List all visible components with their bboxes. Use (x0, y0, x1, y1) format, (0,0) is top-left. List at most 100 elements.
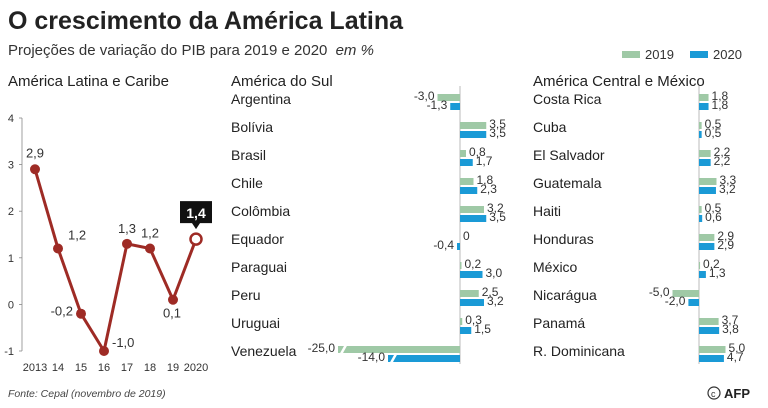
data-point (145, 243, 155, 254)
value-label-paraguai-2020: 3,0 (486, 266, 503, 280)
bar-r-dominicana-2019 (699, 346, 726, 353)
logo-text: AFP (724, 386, 750, 401)
data-label: 1,2 (141, 225, 159, 240)
chart-title: O crescimento da América Latina (8, 7, 404, 35)
category-label-brasil: Brasil (231, 147, 266, 163)
x-tick-label: 18 (144, 362, 156, 374)
category-label-equador: Equador (231, 231, 284, 247)
bar-costa-rica-2019 (699, 94, 709, 101)
y-tick-label: 1 (8, 253, 14, 265)
value-label-cuba-2020: 0,5 (705, 126, 722, 140)
line-panel-title: América Latina e Caribe (8, 73, 169, 90)
subtitle-unit: em % (336, 42, 374, 59)
bar-cuba-2019 (699, 122, 702, 129)
category-label-honduras: Honduras (533, 231, 594, 247)
bar-venezuela-2020 (388, 355, 460, 362)
bar-colombia-2019 (460, 206, 484, 213)
value-label-colombia-2019: 3,2 (487, 201, 504, 215)
bar-honduras-2019 (699, 234, 715, 241)
x-tick-label: 2013 (23, 362, 47, 374)
category-label-colombia: Colômbia (231, 203, 290, 219)
value-label-r-dominicana-2019: 5,0 (729, 341, 746, 355)
value-label-haiti-2019: 0,5 (705, 201, 722, 215)
value-label-honduras-2019: 2,9 (717, 229, 734, 243)
bar-costa-rica-2020 (699, 103, 709, 110)
data-label: -1,0 (112, 335, 134, 350)
bar-el-salvador-2019 (699, 150, 711, 157)
data-label: 1,3 (118, 221, 136, 236)
bar-colombia-2020 (460, 215, 487, 222)
bar-guatemala-2019 (699, 178, 717, 185)
bar-panama-2020 (699, 327, 720, 334)
bar-brasil-2019 (460, 150, 466, 157)
value-label-nicaragua-2020: -2,0 (665, 294, 686, 308)
x-tick-label: 19 (167, 362, 179, 374)
data-point (76, 308, 86, 319)
category-label-bolivia: Bolívia (231, 119, 273, 135)
category-label-haiti: Haiti (533, 203, 561, 219)
x-tick-label: 15 (75, 362, 87, 374)
callout-box (180, 201, 212, 230)
subtitle-text: Projeções de variação do PIB para 2019 e… (8, 42, 327, 59)
value-label-mexico-2019: 0,2 (703, 257, 720, 271)
series-line (33, 168, 198, 353)
bar-mexico-2019 (699, 262, 701, 269)
category-label-chile: Chile (231, 175, 263, 191)
bar-cuba-2020 (699, 131, 702, 138)
bar-argentina-2020 (450, 103, 460, 110)
data-label: 0,1 (163, 306, 181, 321)
category-label-peru: Peru (231, 287, 261, 303)
axis-break-mark (389, 353, 398, 364)
bar-chile-2019 (460, 178, 474, 185)
bar-bolivia-2019 (460, 122, 487, 129)
value-label-uruguai-2020: 1,5 (474, 322, 491, 336)
value-label-el-salvador-2020: 2,2 (714, 154, 731, 168)
category-label-argentina: Argentina (231, 91, 291, 107)
value-label-uruguai-2019: 0,3 (465, 313, 482, 327)
legend-label-2019: 2019 (645, 47, 674, 62)
value-label-colombia-2020: 3,5 (489, 210, 506, 224)
value-label-equador-2019: 0 (463, 229, 470, 243)
south-america-panel: América do Sul Argentina -3,0-1,3 Bolívia 3… (231, 73, 506, 364)
value-label-argentina-2019: -3,0 (414, 89, 435, 103)
bar-equador-2020 (457, 243, 460, 250)
source-note: Fonte: Cepal (novembro de 2019) (8, 388, 166, 400)
value-label-cuba-2019: 0,5 (705, 117, 722, 131)
category-label-mexico: México (533, 259, 578, 275)
bar-uruguai-2020 (460, 327, 472, 334)
bar-uruguai-2019 (460, 318, 463, 325)
bar-nicaragua-2020 (688, 299, 699, 306)
bar-haiti-2020 (699, 215, 703, 222)
value-label-venezuela-2019: -25,0 (308, 341, 336, 355)
value-label-peru-2020: 3,2 (487, 294, 504, 308)
value-label-costa-rica-2019: 1,8 (712, 89, 729, 103)
bar-bolivia-2020 (460, 131, 487, 138)
value-label-mexico-2020: 1,3 (709, 266, 726, 280)
chart-subtitle: Projeções de variação do PIB para 2019 e… (8, 42, 374, 59)
value-label-guatemala-2019: 3,3 (719, 173, 736, 187)
value-label-venezuela-2020: -14,0 (358, 350, 386, 364)
category-label-costa-rica: Costa Rica (533, 91, 602, 107)
value-label-el-salvador-2019: 2,2 (714, 145, 731, 159)
legend-label-2020: 2020 (713, 47, 742, 62)
category-label-paraguai: Paraguai (231, 259, 287, 275)
category-label-r-dominicana: R. Dominicana (533, 343, 625, 359)
y-tick-label: -1 (4, 346, 14, 358)
line-panel: América Latina e Caribe -1 0 1 2 3 4 2013 14 15 1… (4, 73, 212, 374)
bar-r-dominicana-2020 (699, 355, 724, 362)
value-label-argentina-2020: -1,3 (427, 98, 448, 112)
value-label-equador-2020: -0,4 (433, 238, 454, 252)
data-point (53, 243, 63, 254)
central-america-title: América Central e México (533, 73, 705, 90)
category-label-uruguai: Uruguai (231, 315, 280, 331)
category-label-el-salvador: El Salvador (533, 147, 605, 163)
data-label: -0,2 (51, 304, 73, 319)
value-label-panama-2019: 3,7 (722, 313, 739, 327)
value-label-chile-2019: 1,8 (477, 173, 494, 187)
y-tick-label: 3 (8, 160, 14, 172)
bar-haiti-2019 (699, 206, 702, 213)
y-tick-label: 0 (8, 299, 14, 311)
south-america-title: América do Sul (231, 73, 333, 90)
